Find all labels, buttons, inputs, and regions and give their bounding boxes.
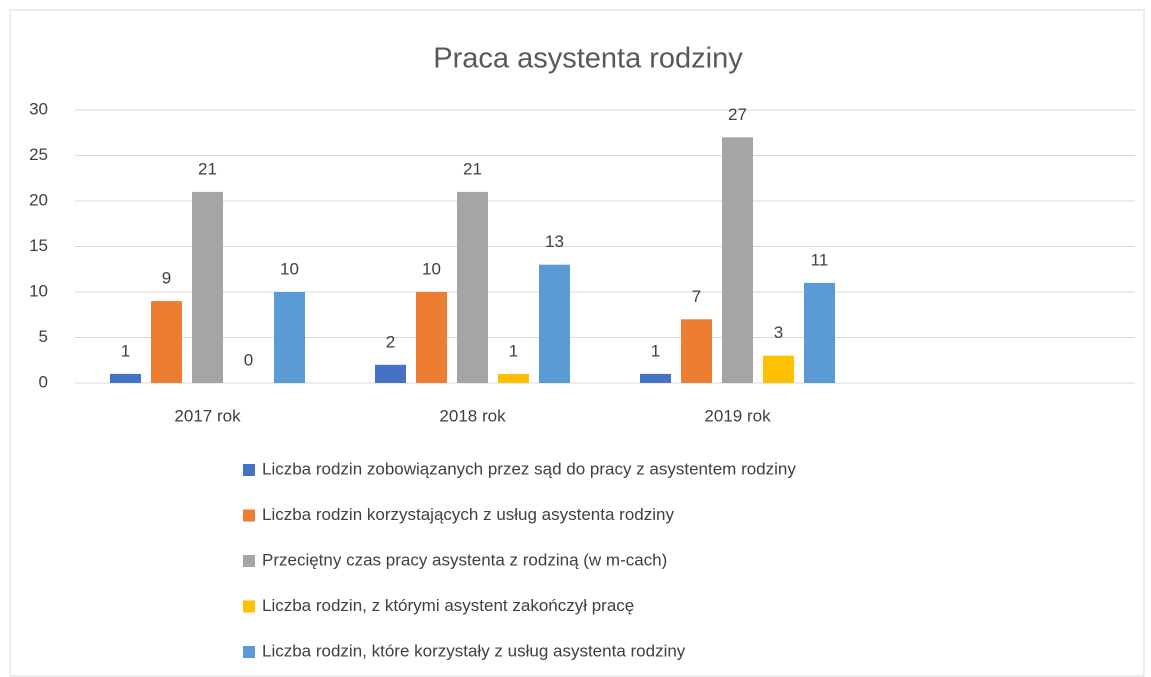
legend-swatch — [243, 509, 255, 522]
data-label: 21 — [198, 159, 217, 178]
data-label: 3 — [774, 323, 783, 342]
data-label: 27 — [728, 105, 747, 124]
legend-label: Przeciętny czas pracy asystenta z rodzin… — [262, 550, 667, 569]
data-label: 10 — [422, 259, 441, 278]
legend-label: Liczba rodzin, które korzystały z usług … — [262, 641, 686, 660]
y-tick-label: 0 — [39, 372, 48, 391]
data-label: 1 — [651, 341, 660, 360]
x-tick-label: 2017 rok — [174, 406, 241, 425]
bar — [375, 364, 406, 383]
data-label: 11 — [811, 250, 829, 269]
data-label: 13 — [545, 232, 564, 251]
data-label: 10 — [280, 259, 299, 278]
legend-label: Liczba rodzin korzystających z usług asy… — [262, 505, 674, 524]
bar — [274, 292, 305, 383]
data-label: 0 — [244, 350, 253, 369]
data-label: 1 — [509, 341, 518, 360]
y-tick-label: 10 — [29, 281, 48, 300]
legend-swatch — [243, 464, 255, 476]
x-tick-label: 2019 rok — [704, 406, 771, 425]
legend-swatch — [243, 555, 255, 567]
bar — [722, 137, 753, 383]
bar — [151, 301, 182, 383]
bar — [457, 191, 488, 383]
data-label: 21 — [463, 159, 482, 178]
data-label: 7 — [692, 287, 701, 306]
x-tick-label: 2018 rok — [439, 406, 506, 425]
bar — [498, 373, 529, 383]
bar — [763, 355, 794, 383]
legend-swatch — [243, 600, 255, 613]
data-label: 1 — [121, 341, 130, 360]
bar — [192, 191, 223, 383]
y-tick-label: 30 — [29, 99, 48, 118]
legend-swatch — [243, 646, 255, 658]
y-tick-label: 15 — [29, 236, 48, 255]
chart-title: Praca asystenta rodziny — [433, 43, 743, 75]
legend-label: Liczba rodzin, z którymi asystent zakońc… — [262, 596, 634, 615]
bar — [416, 292, 447, 383]
bar — [804, 282, 835, 383]
bar — [681, 319, 712, 383]
data-label: 2 — [386, 332, 395, 351]
bar — [539, 264, 570, 383]
bar — [110, 373, 141, 383]
y-tick-label: 20 — [29, 190, 48, 209]
bar — [640, 373, 671, 383]
y-tick-label: 25 — [29, 145, 48, 164]
data-label: 9 — [162, 269, 171, 288]
legend-label: Liczba rodzin zobowiązanych przez sąd do… — [262, 459, 796, 478]
y-tick-label: 5 — [39, 327, 48, 346]
